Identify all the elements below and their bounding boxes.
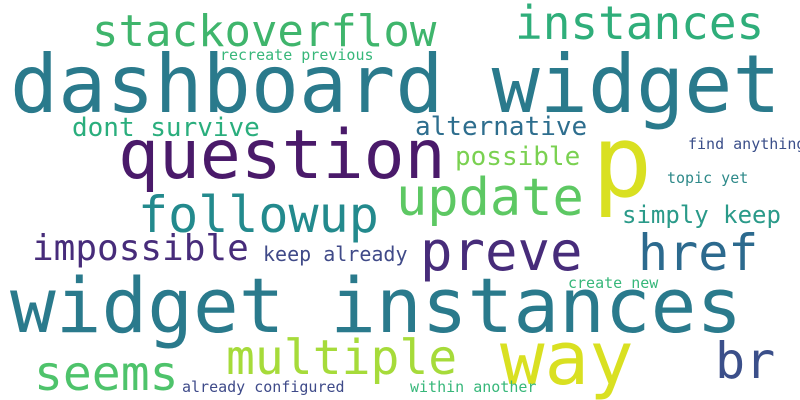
word-stackoverflow: stackoverflow — [92, 6, 437, 57]
word-within-another: within another — [410, 378, 537, 396]
word-multiple: multiple — [226, 330, 458, 386]
word-preve: preve — [420, 220, 583, 283]
word-keep-already: keep already — [263, 242, 408, 266]
word-followup: followup — [138, 186, 379, 244]
word-recreate-previous: recreate previous — [220, 46, 374, 64]
word-dashboard-widget: dashboard widget — [10, 38, 781, 131]
word-possible: possible — [455, 142, 581, 172]
word-topic-yet: topic yet — [667, 169, 749, 187]
word-impossible: impossible — [32, 228, 249, 269]
word-create-new: create new — [568, 274, 659, 292]
word-instances: instances — [515, 0, 765, 50]
word-way: way — [500, 316, 634, 400]
word-update: update — [396, 168, 584, 228]
word-dont-survive: dont survive — [72, 113, 260, 143]
word-widget-instances: widget instances — [10, 261, 743, 350]
word-p: p — [592, 103, 653, 220]
word-href: href — [638, 224, 759, 282]
word-alternative: alternative — [415, 112, 588, 142]
word-seems: seems — [34, 346, 179, 400]
word-question: question — [118, 116, 446, 195]
word-simply-keep: simply keep — [622, 201, 781, 229]
word-find-anything: find anything — [688, 135, 800, 153]
word-br: br — [715, 332, 776, 390]
word-already-configured: already configured — [182, 378, 345, 396]
